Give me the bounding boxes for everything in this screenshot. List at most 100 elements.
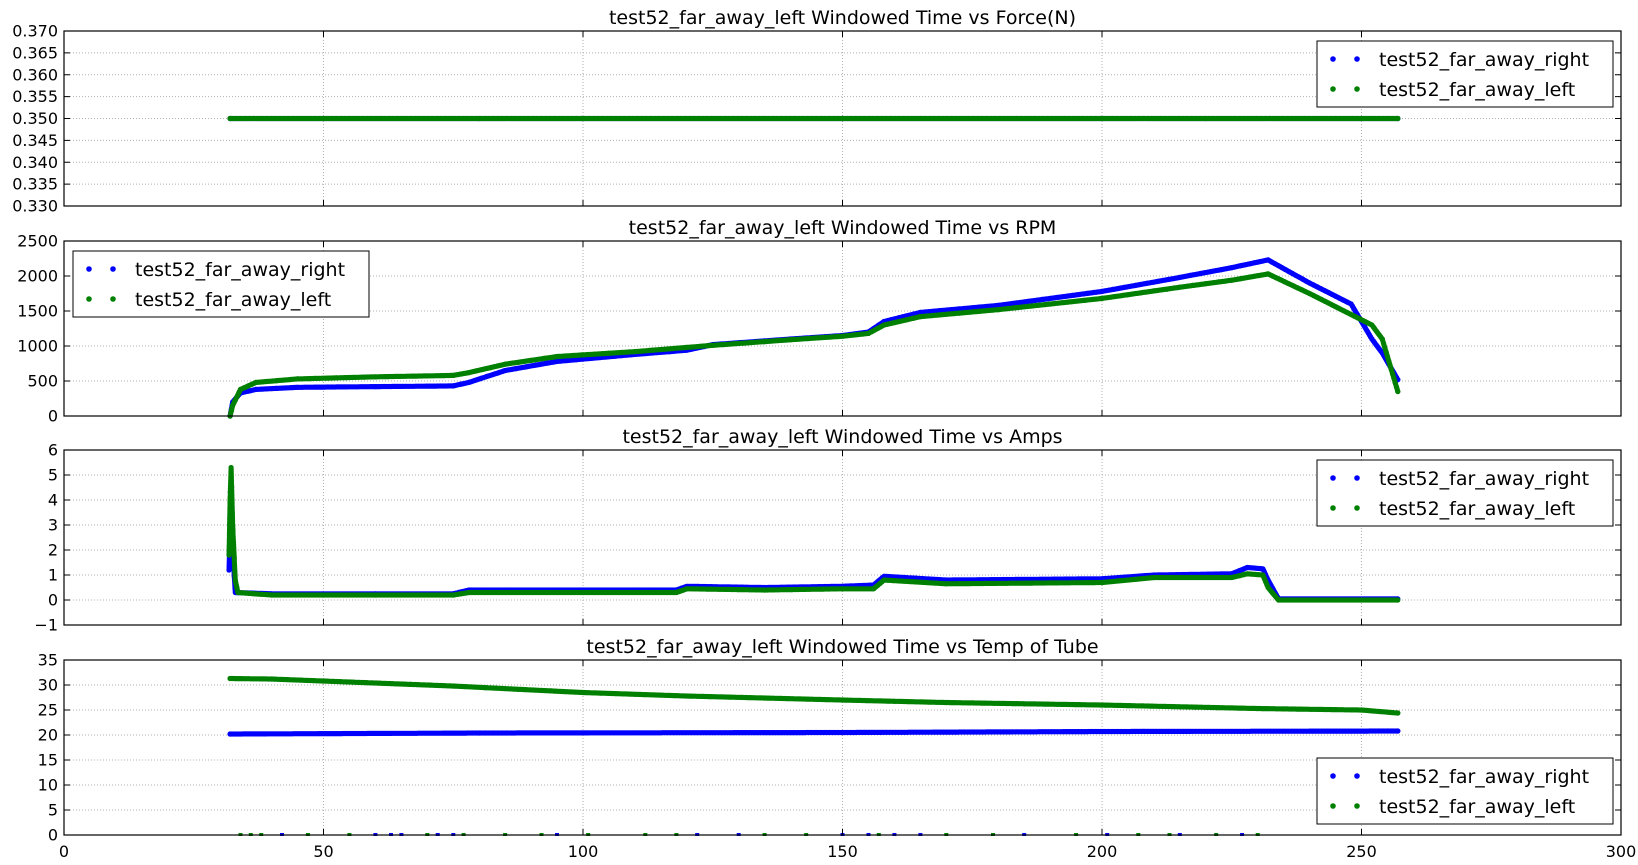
y-tick-label: 0.335: [12, 175, 58, 194]
data-point: [1190, 282, 1196, 288]
data-point: [1082, 297, 1088, 303]
legend-label: test52_far_away_right: [1379, 49, 1589, 71]
data-point: [476, 115, 482, 122]
data-point: [502, 361, 508, 367]
legend-label: test52_far_away_right: [135, 259, 345, 281]
data-point: [237, 388, 243, 394]
data-point: [1084, 290, 1090, 296]
data-point: [515, 359, 521, 365]
legend-marker: [86, 266, 92, 272]
data-point: [1121, 284, 1127, 290]
data-point: [490, 371, 496, 378]
data-point: [1238, 263, 1244, 269]
data-point: [544, 360, 550, 366]
data-point: [1203, 281, 1209, 287]
data-point: [896, 319, 902, 325]
data-point: [684, 344, 690, 350]
data-point: [372, 374, 378, 380]
y-tick-label: 2000: [17, 267, 58, 286]
legend-marker: [1330, 56, 1336, 62]
data-point: [1030, 303, 1036, 309]
data-point: [1229, 265, 1235, 271]
data-point: [1187, 272, 1193, 278]
data-point: [1112, 293, 1118, 300]
data-point: [1099, 295, 1105, 301]
data-point: [1143, 280, 1150, 286]
data-point: [554, 353, 560, 360]
y-tick-label: 500: [27, 372, 58, 391]
legend-marker: [110, 296, 116, 302]
data-point: [496, 369, 502, 376]
data-point: [580, 352, 586, 358]
data-point: [1216, 279, 1222, 285]
y-tick-label: 0.360: [12, 65, 58, 84]
data-point: [1047, 301, 1053, 307]
data-point: [839, 333, 846, 339]
data-point: [1177, 284, 1183, 290]
data-point: [606, 350, 612, 356]
data-point: [1395, 115, 1401, 122]
data-point: [533, 362, 539, 368]
data-point: [878, 324, 884, 330]
y-tick-label: 1000: [17, 337, 58, 356]
data-point: [294, 384, 301, 390]
data-point: [473, 368, 479, 374]
y-tick-label: 2500: [17, 232, 58, 251]
data-point: [1125, 292, 1131, 298]
data-point: [502, 367, 508, 374]
subplot-2: 05001000150020002500test52_far_away_left…: [17, 217, 1622, 426]
data-point: [710, 342, 716, 348]
y-tick-label: 0.350: [12, 109, 58, 128]
data-point: [1054, 294, 1061, 300]
data-point: [1064, 299, 1070, 305]
data-point: [762, 339, 768, 345]
data-point: [1365, 320, 1371, 326]
data-point: [1303, 278, 1309, 284]
legend-marker: [1354, 56, 1360, 62]
data-point: [1247, 261, 1253, 267]
y-tick-label: 0.330: [12, 197, 58, 216]
data-point: [333, 375, 340, 381]
data-point: [227, 115, 233, 122]
data-point: [274, 378, 280, 384]
legend: test52_far_away_righttest52_far_away_lef…: [1316, 40, 1614, 108]
legend-marker: [1354, 86, 1360, 92]
series-test52_far_away_right: [226, 482, 1401, 602]
y-tick-label: 0.340: [12, 153, 58, 172]
series-test52_far_away_left: [227, 115, 1401, 122]
y-tick-label: 0: [48, 407, 58, 426]
data-point: [472, 377, 478, 383]
data-point: [1247, 274, 1253, 280]
data-point: [1025, 298, 1031, 304]
data-point: [649, 347, 655, 353]
data-point: [484, 373, 490, 379]
subplot-1: 0.3300.3350.3400.3450.3500.3550.3600.365…: [12, 7, 1622, 216]
legend-marker: [1330, 86, 1336, 92]
data-point: [956, 310, 962, 316]
data-point: [995, 307, 1001, 313]
data-point: [1256, 259, 1262, 265]
data-point: [1344, 310, 1350, 316]
data-point: [249, 381, 255, 387]
data-point: [1208, 268, 1214, 275]
data-point: [554, 358, 560, 364]
data-point: [1394, 387, 1400, 393]
data-point: [274, 385, 280, 391]
data-point: [372, 384, 378, 390]
data-point: [736, 340, 742, 346]
data-point: [488, 365, 494, 371]
data-point: [1138, 290, 1144, 296]
data-point: [1040, 296, 1046, 302]
data-point: [450, 383, 456, 389]
data-point: [294, 376, 301, 382]
data-point: [1229, 277, 1235, 283]
data-point: [478, 375, 484, 381]
legend-marker: [110, 266, 116, 272]
chart-title: test52_far_away_left Windowed Time vs Fo…: [609, 7, 1076, 29]
data-point: [1256, 272, 1262, 279]
data-point: [458, 381, 464, 387]
data-point: [632, 349, 638, 355]
y-tick-label: 0.355: [12, 87, 58, 106]
